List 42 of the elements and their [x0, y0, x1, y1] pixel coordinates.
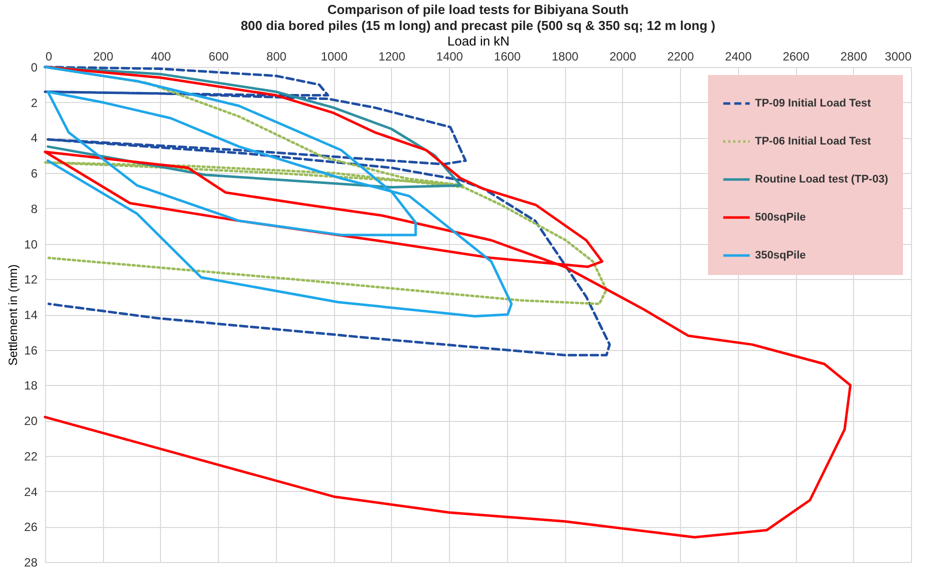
chart-subtitle: 800 dia bored piles (15 m long) and precast pile (500 sq & 350 sq; 12 m long ) — [240, 18, 716, 33]
y-tick-label: 18 — [24, 378, 38, 393]
line-series — [44, 66, 513, 318]
y-tick-label: 10 — [24, 237, 38, 252]
x-tick-label: 2600 — [782, 50, 810, 64]
x-tick-label: 1400 — [436, 50, 464, 64]
x-tick-label: 2200 — [667, 50, 694, 64]
legend-label: 350sqPile — [755, 250, 806, 262]
x-tick-label: 2400 — [724, 50, 752, 64]
legend-label: 500sqPile — [755, 212, 806, 224]
x-tick-label: 3000 — [884, 50, 912, 64]
x-tick-label: 1200 — [378, 50, 406, 64]
x-tick-label: 0 — [46, 50, 52, 64]
y-tick-label: 16 — [24, 343, 38, 358]
y-tick-label: 8 — [30, 202, 38, 216]
x-tick-label: 2000 — [609, 50, 637, 64]
y-axis-title: Settlement in (mm) — [6, 264, 20, 366]
x-tick-label: 2800 — [840, 50, 868, 64]
chart-title: Comparison of pile load tests for Bibiyana South — [327, 2, 629, 17]
line-series — [44, 66, 611, 356]
y-tick-label: 24 — [24, 484, 38, 499]
x-tick-label: 800 — [266, 50, 287, 64]
y-tick-label: 4 — [30, 131, 38, 146]
legend-label: TP-06 Initial Load Test — [755, 136, 872, 148]
x-tick-label: 600 — [208, 50, 230, 64]
x-tick-label: 1600 — [494, 50, 522, 64]
y-tick-label: 20 — [24, 414, 38, 428]
x-tick-label: 1800 — [552, 50, 579, 64]
y-tick-label: 14 — [24, 308, 38, 322]
legend-label: Routine Load test (TP-03) — [755, 174, 889, 186]
legend-label: TP-09 Initial Load Test — [755, 98, 872, 110]
x-tick-label: 400 — [150, 50, 172, 64]
y-tick-label: 22 — [24, 449, 38, 464]
y-tick-label: 2 — [30, 96, 38, 110]
y-tick-label: 26 — [24, 520, 38, 534]
x-tick-label: 200 — [93, 50, 114, 64]
y-tick-label: 0 — [30, 60, 38, 74]
x-tick-label: 1000 — [320, 50, 348, 64]
y-tick-label: 28 — [24, 556, 38, 570]
y-tick-label: 12 — [24, 272, 38, 287]
y-tick-label: 6 — [30, 166, 38, 181]
x-axis-title: Load in kN — [447, 34, 510, 48]
